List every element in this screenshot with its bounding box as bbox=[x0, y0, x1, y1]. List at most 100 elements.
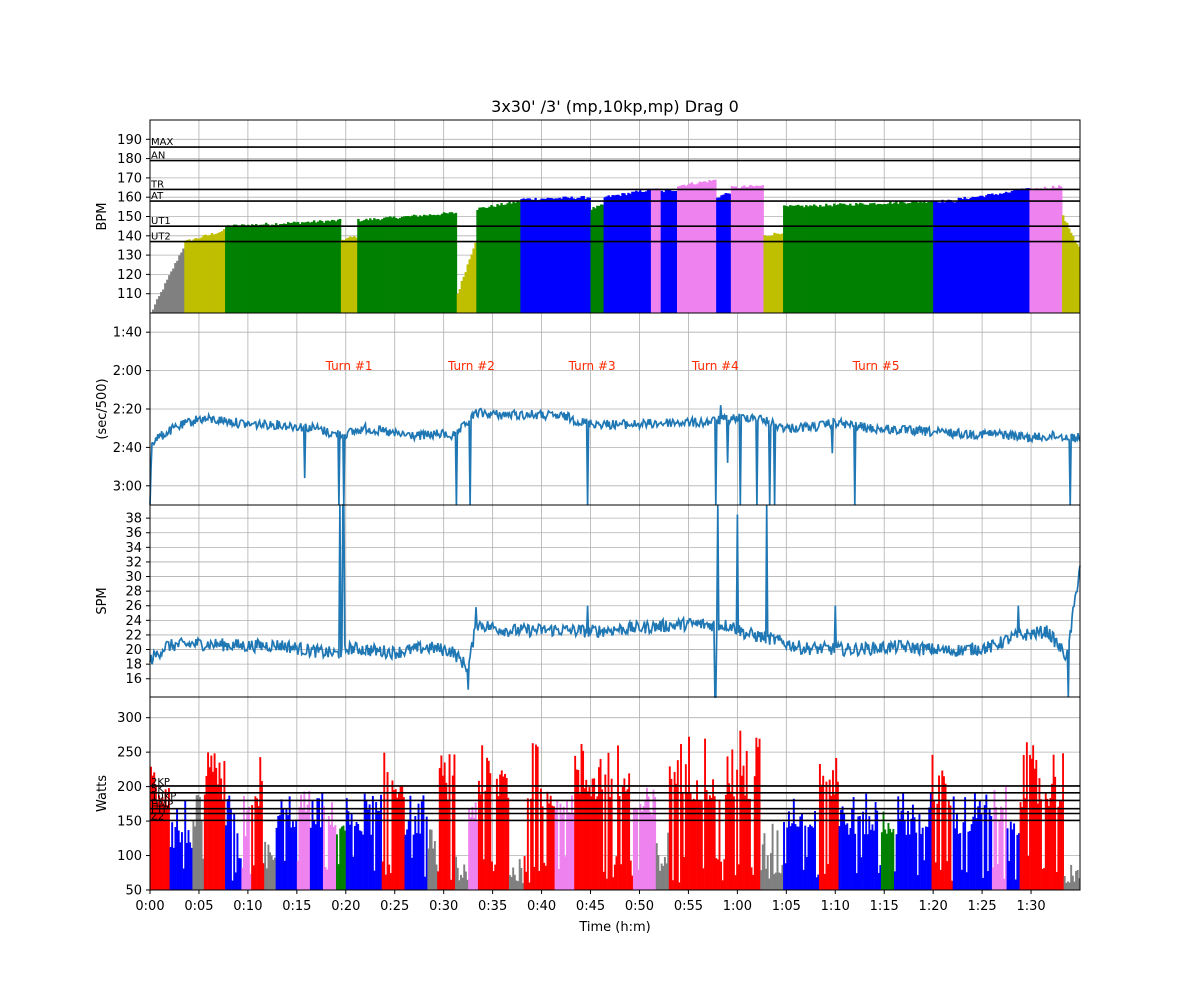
power-bar bbox=[277, 816, 280, 890]
power-bar bbox=[686, 792, 689, 890]
power-bar bbox=[176, 808, 179, 890]
x-tick-label: 0:10 bbox=[233, 899, 262, 914]
power-bar bbox=[652, 789, 655, 890]
hr-bar bbox=[278, 224, 282, 313]
power-bar bbox=[548, 803, 551, 890]
pace-ytick-label: 3:00 bbox=[113, 479, 142, 494]
hr-bar bbox=[704, 181, 707, 313]
hr-bar bbox=[759, 185, 762, 313]
power-bar bbox=[306, 804, 309, 890]
hr-bar bbox=[674, 191, 678, 313]
power-bar bbox=[345, 798, 348, 890]
power-bar bbox=[384, 874, 387, 890]
power-bar bbox=[535, 744, 537, 890]
hr-bar bbox=[300, 222, 304, 313]
power-bar bbox=[621, 786, 624, 890]
power-zone-label-hmp: HMP bbox=[151, 800, 173, 811]
hr-bar bbox=[514, 202, 517, 313]
hr-bar bbox=[186, 239, 189, 313]
hr-bar bbox=[482, 207, 485, 313]
power-bar bbox=[295, 819, 298, 890]
power-bar bbox=[433, 841, 436, 890]
power-bar bbox=[718, 799, 721, 890]
power-bar bbox=[941, 770, 944, 890]
power-bar bbox=[1066, 881, 1069, 890]
power-bar bbox=[179, 842, 182, 890]
hr-bar bbox=[1078, 246, 1081, 313]
hr-bar bbox=[931, 201, 934, 313]
power-bar bbox=[740, 775, 743, 890]
hr-bar bbox=[815, 205, 818, 313]
power-bar bbox=[553, 806, 555, 890]
hr-bar bbox=[1066, 222, 1069, 313]
x-tick-label: 0:35 bbox=[478, 899, 507, 914]
power-bar bbox=[591, 778, 594, 890]
hr-bar bbox=[406, 215, 410, 313]
hr-ytick-label: 180 bbox=[117, 152, 142, 167]
power-bar bbox=[599, 758, 602, 890]
power-bar bbox=[694, 799, 697, 890]
hr-bar bbox=[264, 222, 268, 313]
hr-bar bbox=[793, 205, 796, 313]
power-bar bbox=[272, 859, 275, 890]
power-bar bbox=[884, 829, 887, 890]
power-bar bbox=[353, 826, 356, 890]
power-bar bbox=[1013, 823, 1016, 890]
power-bar bbox=[316, 798, 319, 890]
power-bar bbox=[164, 789, 167, 890]
power-bar bbox=[460, 874, 462, 890]
power-bar bbox=[939, 869, 942, 890]
power-bar bbox=[871, 824, 874, 890]
hr-bar bbox=[696, 183, 699, 313]
hr-bar bbox=[318, 220, 322, 313]
hr-bar bbox=[446, 213, 450, 313]
power-bar bbox=[252, 865, 255, 890]
spm-ytick-label: 34 bbox=[125, 541, 142, 556]
power-bar bbox=[879, 865, 882, 890]
power-bar bbox=[880, 832, 883, 890]
hr-bar bbox=[959, 197, 962, 313]
power-bar bbox=[443, 762, 446, 890]
hr-bar bbox=[274, 223, 278, 313]
hr-bar bbox=[639, 190, 642, 313]
hr-bar bbox=[773, 232, 776, 313]
power-bar bbox=[322, 806, 325, 890]
power-bar bbox=[797, 826, 800, 890]
power-bar bbox=[983, 805, 986, 890]
power-bar bbox=[432, 848, 435, 890]
power-bar bbox=[887, 823, 890, 890]
power-bar bbox=[747, 798, 750, 890]
hr-bar bbox=[418, 215, 422, 313]
hr-bar bbox=[1029, 188, 1032, 313]
hr-bar bbox=[324, 220, 328, 313]
hr-bar bbox=[861, 203, 864, 313]
power-bar bbox=[962, 822, 965, 890]
power-bar bbox=[1060, 801, 1063, 890]
power-bar bbox=[833, 794, 836, 890]
hr-bar bbox=[807, 206, 810, 313]
hr-bar bbox=[1057, 185, 1061, 313]
power-bar bbox=[350, 812, 353, 890]
hr-bar bbox=[426, 215, 430, 313]
power-bar bbox=[580, 743, 583, 890]
hr-bar bbox=[316, 221, 320, 313]
hr-bar bbox=[637, 191, 640, 313]
hr-bar bbox=[919, 201, 922, 313]
power-bar bbox=[835, 757, 838, 890]
power-ytick-label: 100 bbox=[117, 849, 142, 864]
power-bar bbox=[916, 875, 919, 890]
hr-bar bbox=[1031, 190, 1034, 313]
power-bar bbox=[464, 871, 467, 890]
power-bar bbox=[846, 823, 849, 890]
hr-zone-label-ut1: UT1 bbox=[151, 216, 171, 227]
hr-bar bbox=[672, 191, 676, 313]
power-bar bbox=[805, 856, 808, 890]
hr-bar bbox=[1062, 215, 1065, 313]
power-bar bbox=[477, 780, 480, 890]
hr-bar bbox=[510, 203, 513, 313]
hr-bar bbox=[698, 181, 701, 313]
power-bar bbox=[523, 856, 526, 890]
hr-bar bbox=[680, 185, 684, 313]
hr-bar bbox=[686, 184, 690, 313]
power-bar bbox=[951, 880, 954, 890]
